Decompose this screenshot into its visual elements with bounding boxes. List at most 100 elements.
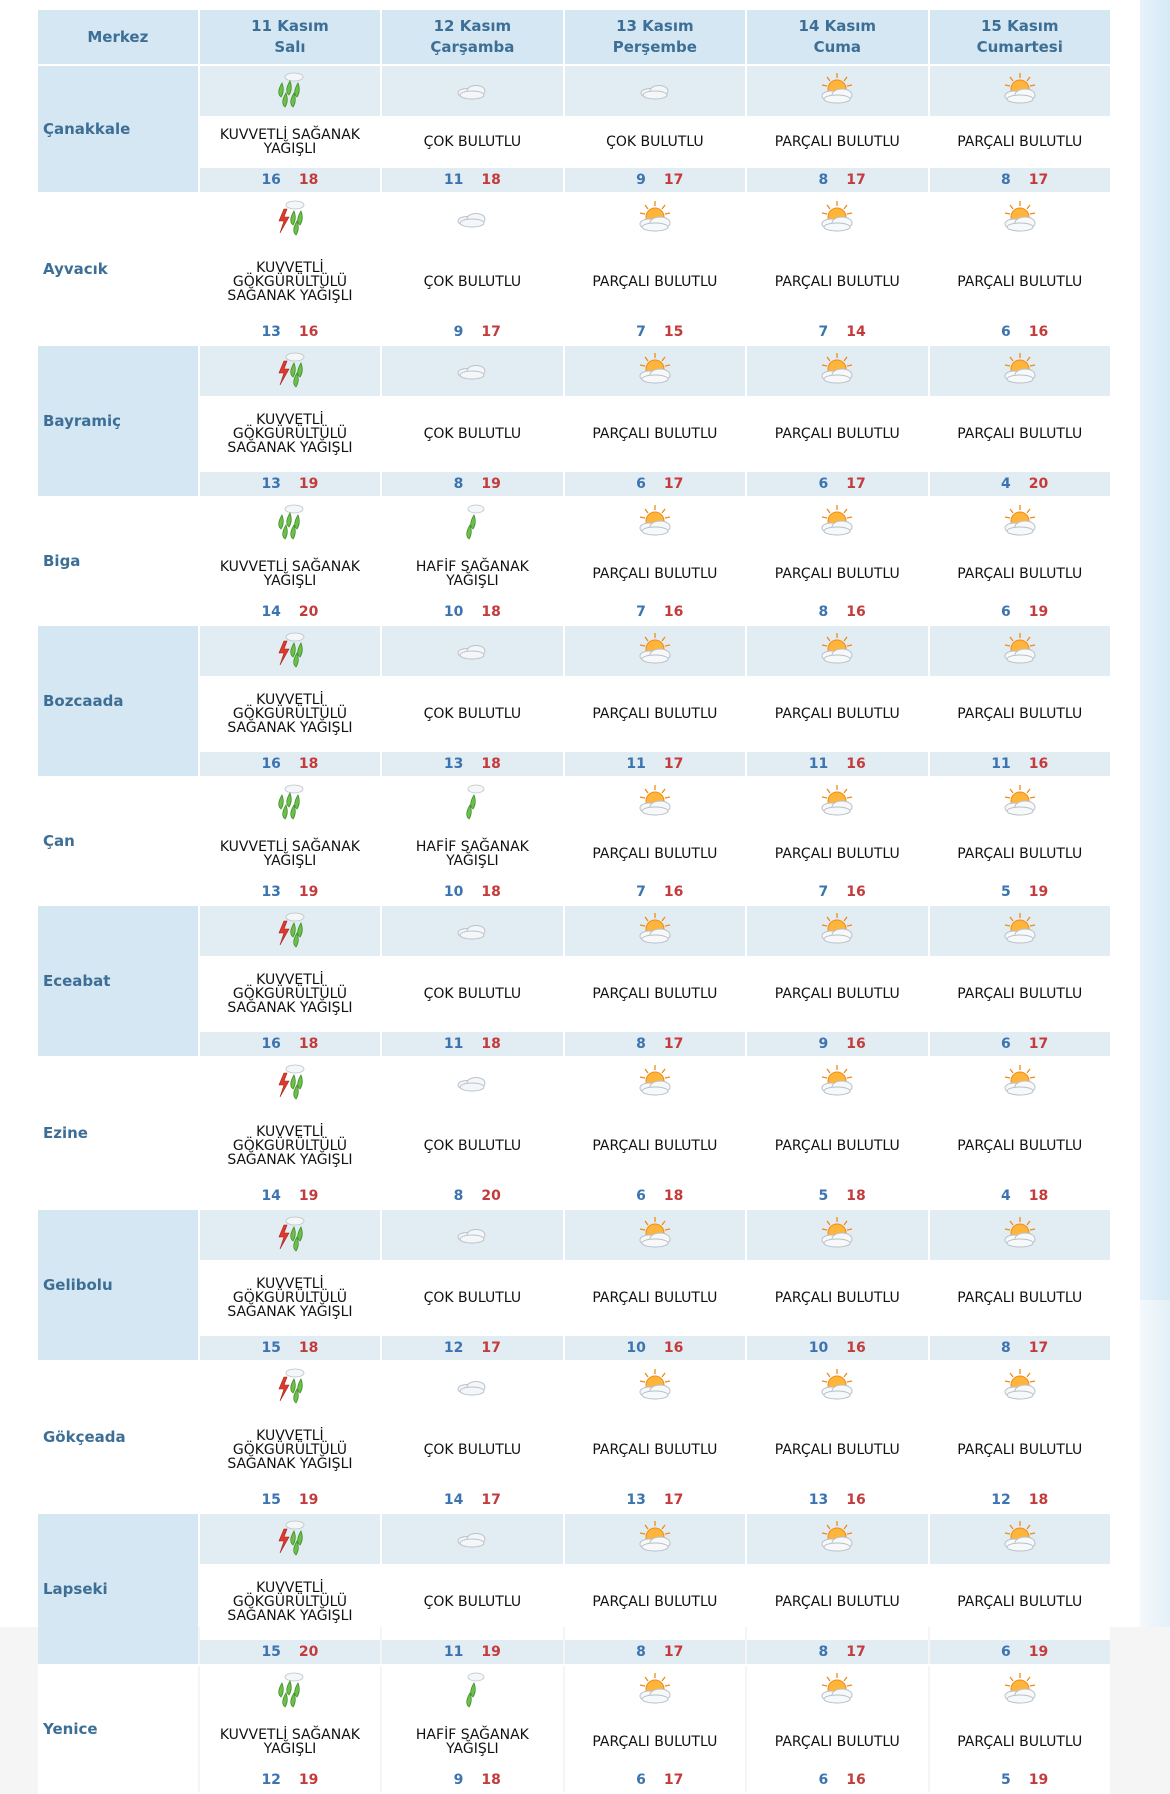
weather-icon-cell (929, 626, 1110, 676)
city-description-row: KUVVETLİ GÖKGÜRÜLTÜLÜ SAĞANAK YAĞIŞLI ÇOK… (38, 956, 1110, 1032)
weather-description: PARÇALI BULUTLU (592, 1442, 718, 1458)
min-temperature: 5 (1001, 884, 1011, 900)
partly-cloudy-icon (815, 69, 859, 109)
temperature-cell: 12 18 (929, 1488, 1110, 1512)
day-weekday: Perşembe (612, 38, 697, 56)
weather-description: PARÇALI BULUTLU (592, 706, 718, 722)
min-temperature: 10 (443, 884, 464, 900)
weather-description-cell: ÇOK BULUTLU (382, 1260, 563, 1336)
city-description-row: KUVVETLİ SAĞANAK YAĞIŞLI ÇOK BULUTLU ÇOK B… (38, 116, 1110, 168)
partly-cloudy-icon (998, 1517, 1042, 1557)
cloudy-icon (450, 629, 494, 669)
weather-description-cell: PARÇALI BULUTLU (564, 548, 746, 600)
weather-description-cell: ÇOK BULUTLU (382, 676, 563, 752)
min-temperature: 16 (261, 756, 281, 772)
weather-description-cell: ÇOK BULUTLU (382, 396, 563, 472)
temperature-cell: 10 16 (747, 1336, 928, 1360)
min-temperature: 12 (261, 1772, 281, 1788)
city-name: Yenice (38, 1666, 198, 1792)
max-temperature: 17 (663, 476, 684, 492)
min-temperature: 6 (818, 476, 829, 492)
day-header: 12 Kasım Çarşamba (382, 10, 563, 66)
city-temperature-row: 12 19 9 18 6 17 6 16 5 19 (38, 1768, 1110, 1792)
max-temperature: 17 (846, 1644, 866, 1660)
city-temperature-row: 16 18 13 18 11 17 11 16 11 16 (38, 752, 1110, 776)
temperature-cell: 13 19 (199, 472, 381, 496)
temperature-cell: 11 18 (382, 1032, 563, 1056)
city-description-row: KUVVETLİ GÖKGÜRÜLTÜLÜ SAĞANAK YAĞIŞLI ÇOK… (38, 244, 1110, 320)
min-temperature: 13 (808, 1492, 829, 1508)
weather-description: PARÇALI BULUTLU (957, 274, 1083, 290)
city-name: Ayvacık (38, 194, 198, 344)
weather-description-cell: PARÇALI BULUTLU (564, 1412, 746, 1488)
weather-description-cell: HAFİF SAĞANAK YAĞIŞLI (382, 828, 563, 880)
weather-icon-cell (382, 1666, 563, 1716)
weather-description-cell: ÇOK BULUTLU (382, 1108, 563, 1184)
weather-description-cell: KUVVETLİ GÖKGÜRÜLTÜLÜ SAĞANAK YAĞIŞLI (199, 956, 381, 1032)
max-temperature: 18 (481, 1772, 501, 1788)
row-separator-line (38, 776, 1110, 778)
max-temperature: 17 (663, 1644, 684, 1660)
min-temperature: 16 (261, 1036, 281, 1052)
weather-icon-cell (747, 778, 928, 828)
day-header: 14 Kasım Cuma (747, 10, 928, 66)
weather-description: ÇOK BULUTLU (423, 1290, 522, 1306)
max-temperature: 16 (298, 324, 319, 340)
temperature-cell: 14 20 (199, 600, 381, 624)
weather-description-cell: PARÇALI BULUTLU (564, 956, 746, 1032)
min-temperature: 13 (261, 324, 281, 340)
partly-cloudy-icon (998, 1213, 1042, 1253)
max-temperature: 20 (1028, 476, 1049, 492)
temperature-cell: 7 15 (564, 320, 746, 344)
weather-description: PARÇALI BULUTLU (957, 1594, 1083, 1610)
max-temperature: 20 (298, 1644, 319, 1660)
weather-icon-cell (564, 1210, 746, 1260)
weather-description-cell: PARÇALI BULUTLU (564, 828, 746, 880)
weather-description: PARÇALI BULUTLU (774, 986, 900, 1002)
weather-icon-cell (382, 1210, 563, 1260)
min-temperature: 14 (443, 1492, 464, 1508)
temperature-cell: 6 19 (929, 1640, 1110, 1664)
weather-description-cell: KUVVETLİ GÖKGÜRÜLTÜLÜ SAĞANAK YAĞIŞLI (199, 1260, 381, 1336)
weather-description: KUVVETLİ SAĞANAK YAĞIŞLI (219, 559, 360, 589)
partly-cloudy-icon (998, 781, 1042, 821)
weather-icon-cell (382, 194, 563, 244)
day-header: 15 Kasım Cumartesi (929, 10, 1110, 66)
thunder-shower-icon (268, 1517, 312, 1557)
weather-description: PARÇALI BULUTLU (957, 1138, 1083, 1154)
weather-icon-cell (747, 1514, 928, 1564)
partly-cloudy-icon (815, 629, 859, 669)
temperature-cell: 4 20 (929, 472, 1110, 496)
thunder-shower-icon (268, 909, 312, 949)
temperature-cell: 8 17 (747, 1640, 928, 1664)
temperature-cell: 10 18 (382, 600, 563, 624)
weather-icon-cell (747, 1362, 928, 1412)
temperature-cell: 14 17 (382, 1488, 563, 1512)
weather-description-cell: PARÇALI BULUTLU (929, 1108, 1110, 1184)
city-name: Çan (38, 778, 198, 904)
city-temperature-row: 14 20 10 18 7 16 8 16 6 19 (38, 600, 1110, 624)
city-name: Gökçeada (38, 1362, 198, 1512)
weather-description: KUVVETLİ SAĞANAK YAĞIŞLI (219, 1727, 360, 1757)
temperature-cell: 9 18 (382, 1768, 563, 1792)
weather-description: PARÇALI BULUTLU (957, 1734, 1083, 1750)
partly-cloudy-icon (815, 1517, 859, 1557)
max-temperature: 17 (846, 172, 866, 188)
city-icon-row: Biga (38, 498, 1110, 624)
weather-description: PARÇALI BULUTLU (592, 1138, 718, 1154)
weather-description-cell: PARÇALI BULUTLU (929, 1564, 1110, 1640)
max-temperature: 19 (1028, 1772, 1049, 1788)
max-temperature: 18 (298, 1340, 319, 1356)
partly-cloudy-icon (815, 349, 859, 389)
weather-icon-cell (199, 66, 381, 116)
temperature-cell: 4 18 (929, 1184, 1110, 1208)
min-temperature: 6 (636, 476, 646, 492)
min-temperature: 11 (808, 756, 829, 772)
weather-description-cell: KUVVETLİ GÖKGÜRÜLTÜLÜ SAĞANAK YAĞIŞLI (199, 1108, 381, 1184)
weather-icon-cell (747, 626, 928, 676)
row-separator-line (38, 344, 1110, 346)
weather-icon-cell (199, 778, 381, 828)
min-temperature: 6 (636, 1188, 646, 1204)
min-temperature: 15 (261, 1340, 281, 1356)
weather-description: PARÇALI BULUTLU (774, 134, 900, 150)
